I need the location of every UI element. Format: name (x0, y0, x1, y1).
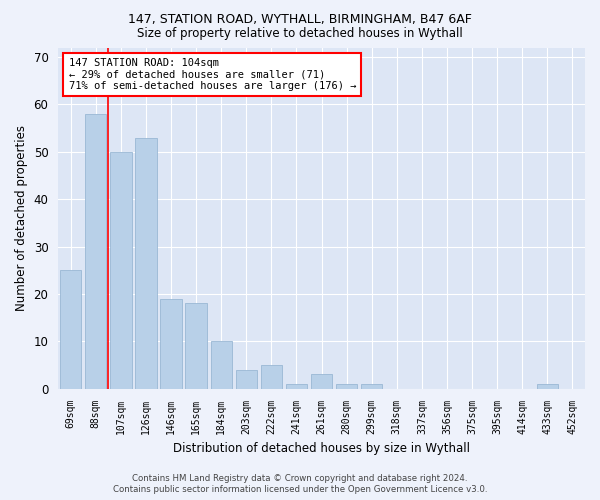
Bar (60, 270, 82, 388)
Text: 147, STATION ROAD, WYTHALL, BIRMINGHAM, B47 6AF: 147, STATION ROAD, WYTHALL, BIRMINGHAM, … (128, 12, 472, 26)
Bar (211, 342, 232, 388)
Text: Size of property relative to detached houses in Wythall: Size of property relative to detached ho… (137, 28, 463, 40)
Bar (236, 370, 257, 388)
Bar (361, 384, 382, 388)
Text: 147 STATION ROAD: 104sqm
← 29% of detached houses are smaller (71)
71% of semi-d: 147 STATION ROAD: 104sqm ← 29% of detach… (68, 58, 356, 91)
Bar (185, 304, 207, 388)
Bar (286, 384, 307, 388)
Y-axis label: Number of detached properties: Number of detached properties (15, 125, 28, 311)
Text: Contains HM Land Registry data © Crown copyright and database right 2024.
Contai: Contains HM Land Registry data © Crown c… (113, 474, 487, 494)
Bar (537, 384, 558, 388)
Bar (110, 152, 131, 388)
Bar (160, 298, 182, 388)
Bar (336, 384, 358, 388)
Bar (261, 365, 282, 388)
Bar (135, 138, 157, 388)
Bar (311, 374, 332, 388)
Bar (85, 114, 106, 388)
X-axis label: Distribution of detached houses by size in Wythall: Distribution of detached houses by size … (173, 442, 470, 455)
